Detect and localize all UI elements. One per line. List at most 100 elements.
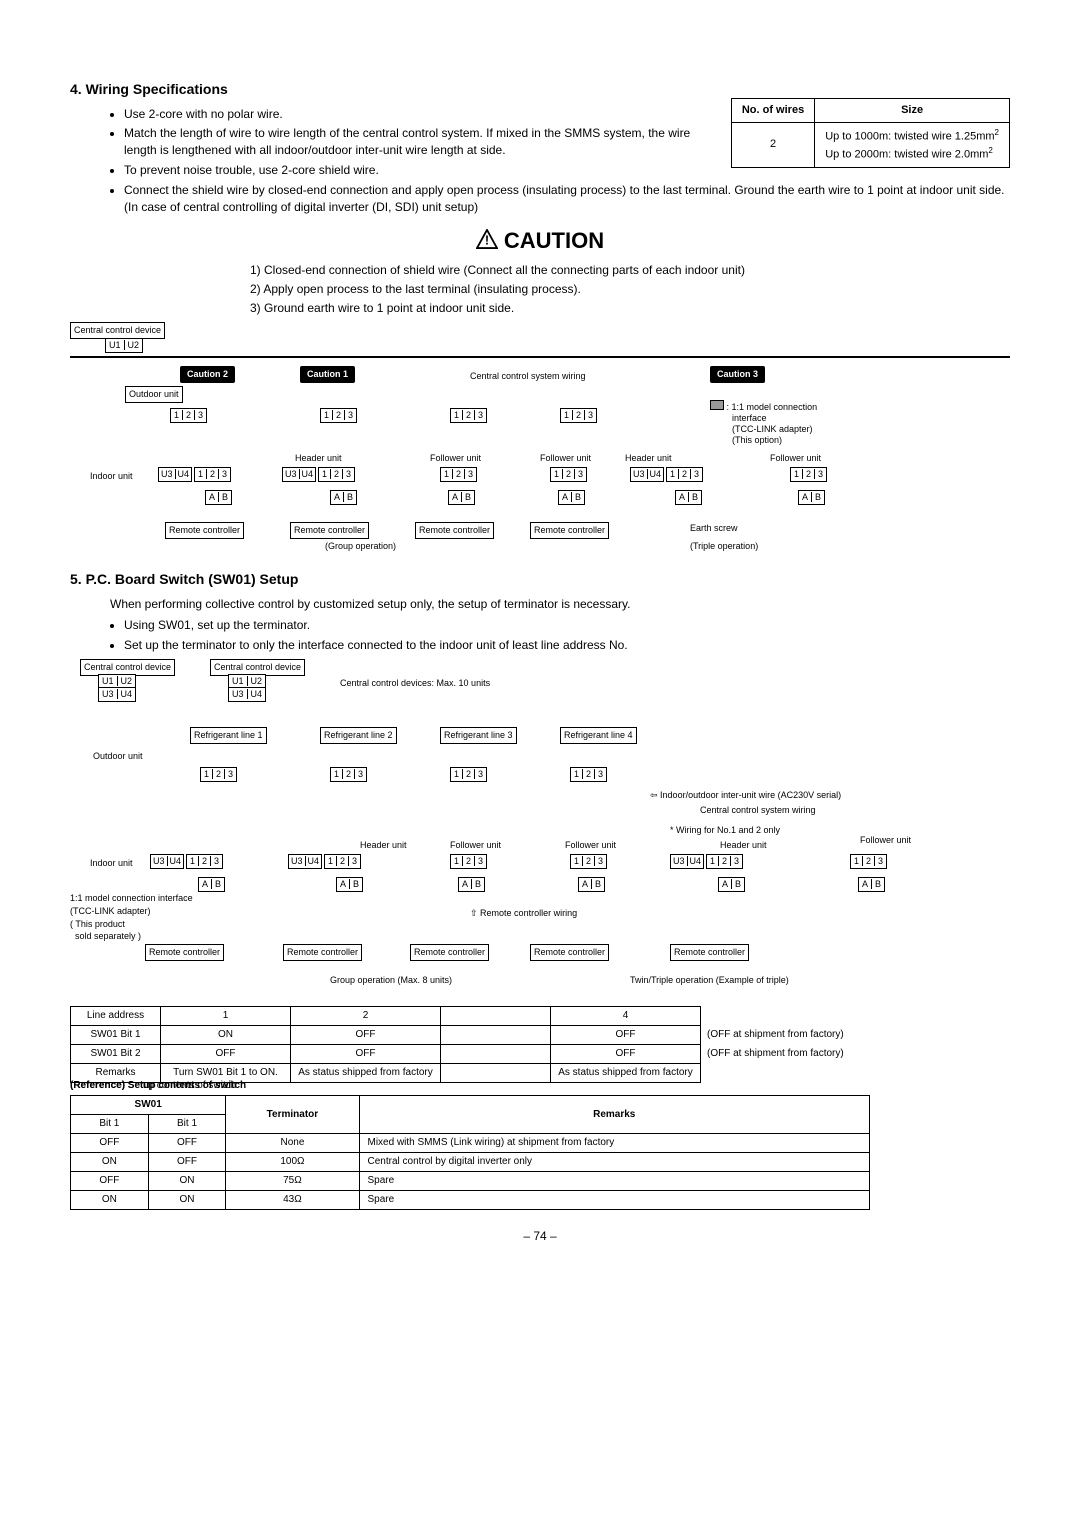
rl1: Refrigerant line 1: [190, 727, 267, 744]
reference-table: SW01 Terminator Remarks Bit 1 Bit 1 OFFO…: [70, 1095, 870, 1210]
hu2-2: Header unit: [720, 839, 767, 852]
rc2-3: Remote controller: [410, 944, 489, 961]
group-op2: Group operation (Max. 8 units): [330, 974, 452, 987]
rc-2: Remote controller: [290, 522, 369, 539]
follower-unit-2: Follower unit: [540, 452, 591, 465]
o123-1: 123: [200, 767, 237, 782]
i123-5: 123: [706, 854, 743, 869]
indoor2: Indoor unit: [90, 857, 133, 870]
u3u4-2: U3U4: [282, 467, 316, 482]
interunit-note: ⇦ Indoor/outdoor inter-unit wire (AC230V…: [650, 789, 841, 802]
caution-heading: ! CAUTION: [70, 226, 1010, 258]
ab2-5: AB: [718, 877, 745, 892]
la-r0: SW01 Bit 1ONOFFOFF(OFF at shipment from …: [71, 1026, 1010, 1045]
earth-screw: Earth screw: [690, 522, 738, 535]
s5-b2: Set up the terminator to only the interf…: [124, 637, 1010, 654]
rc2-4: Remote controller: [530, 944, 609, 961]
t123-i2: 123: [318, 467, 355, 482]
section5-bullets: Using SW01, set up the terminator. Set u…: [110, 617, 1010, 654]
rl3: Refrigerant line 3: [440, 727, 517, 744]
ref-r2: OFFON75ΩSpare: [71, 1172, 870, 1191]
ab-2: AB: [330, 490, 357, 505]
rc-1: Remote controller: [165, 522, 244, 539]
svg-text:!: !: [485, 233, 489, 248]
rc-3: Remote controller: [415, 522, 494, 539]
ref-r0: OFFOFFNoneMixed with SMMS (Link wiring) …: [71, 1134, 870, 1153]
ccs-wiring-lbl: Central control system wiring: [470, 370, 586, 383]
caution-item2: 2) Apply open process to the last termin…: [250, 281, 1010, 298]
caution1-badge: Caution 1: [300, 366, 355, 383]
o123-4: 123: [570, 767, 607, 782]
wire-size2: Up to 2000m: twisted wire 2.0mm: [825, 149, 988, 161]
wire-td-size: Up to 1000m: twisted wire 1.25mm2 Up to …: [815, 122, 1010, 167]
ab2-2: AB: [336, 877, 363, 892]
wire-size1: Up to 1000m: twisted wire 1.25mm: [825, 131, 994, 143]
fu2-2: Follower unit: [565, 839, 616, 852]
ab-6: AB: [798, 490, 825, 505]
header-unit-1: Header unit: [295, 452, 342, 465]
ab-4: AB: [558, 490, 585, 505]
ab-5: AB: [675, 490, 702, 505]
page-number: – 74 –: [70, 1228, 1010, 1245]
fu2-3: Follower unit: [860, 834, 911, 847]
max10: Central control devices: Max. 10 units: [340, 677, 490, 690]
s4-b4: Connect the shield wire by closed-end co…: [124, 182, 1010, 216]
hu2-1: Header unit: [360, 839, 407, 852]
i123-1: 123: [186, 854, 223, 869]
u1u2: U1U2: [105, 338, 143, 353]
outdoor2: Outdoor unit: [90, 749, 146, 764]
caution-item3: 3) Ground earth wire to 1 point at indoo…: [250, 300, 1010, 317]
outdoor-unit: Outdoor unit: [125, 386, 183, 403]
triple-op: (Triple operation): [690, 540, 758, 553]
wire-th-count: No. of wires: [731, 98, 814, 122]
rc2-2: Remote controller: [283, 944, 362, 961]
i123-3: 123: [450, 854, 487, 869]
i123-6: 123: [850, 854, 887, 869]
wiring-no12: * Wiring for No.1 and 2 only: [670, 824, 780, 837]
wire-size-table: No. of wires Size 2 Up to 1000m: twisted…: [731, 98, 1010, 168]
caution-list: 1) Closed-end connection of shield wire …: [250, 262, 1010, 316]
la-h0: Line address: [71, 1007, 161, 1026]
ab-1: AB: [205, 490, 232, 505]
caution2-badge: Caution 2: [180, 366, 235, 383]
ab2-6: AB: [858, 877, 885, 892]
ref-r3: ONON43ΩSpare: [71, 1191, 870, 1210]
section5-intro: When performing collective control by cu…: [110, 596, 1010, 613]
t123-1: 123: [170, 408, 207, 423]
la-h2: 2: [291, 1007, 441, 1026]
i123-2: 123: [324, 854, 361, 869]
ref-sh-b1: Bit 1: [71, 1115, 149, 1134]
t123-3: 123: [450, 408, 487, 423]
ccd-box: Central control device: [70, 322, 165, 339]
t123-i4: 123: [550, 467, 587, 482]
t123-i6: 123: [790, 467, 827, 482]
follower-unit-1: Follower unit: [430, 452, 481, 465]
t123-i3: 123: [440, 467, 477, 482]
la-h3: [441, 1007, 551, 1026]
rc2-1: Remote controller: [145, 944, 224, 961]
iu34-1: U3U4: [150, 854, 184, 869]
i123-4: 123: [570, 854, 607, 869]
u3u4-3: U3U4: [630, 467, 664, 482]
iu34-2: U3U4: [288, 854, 322, 869]
caution3-badge: Caution 3: [710, 366, 765, 383]
wire-td-count: 2: [731, 122, 814, 167]
la-r1: SW01 Bit 2OFFOFFOFF(OFF at shipment from…: [71, 1045, 1010, 1064]
u34-2: U3U4: [228, 687, 266, 702]
la-h4: 4: [551, 1007, 701, 1026]
t123-2: 123: [320, 408, 357, 423]
la-h1: 1: [161, 1007, 291, 1026]
rc2-5: Remote controller: [670, 944, 749, 961]
note-l4: (This option): [732, 434, 782, 447]
twin-triple: Twin/Triple operation (Example of triple…: [630, 974, 789, 987]
follower-unit-3: Follower unit: [770, 452, 821, 465]
fu2-1: Follower unit: [450, 839, 501, 852]
ref-h-rem: Remarks: [359, 1096, 870, 1134]
indoor-unit-lbl: Indoor unit: [90, 470, 133, 483]
caution-label: CAUTION: [504, 228, 604, 253]
wire-th-size: Size: [815, 98, 1010, 122]
ccs-wiring2: Central control system wiring: [700, 804, 816, 817]
ref-h-term: Terminator: [226, 1096, 359, 1134]
u34-1: U3U4: [98, 687, 136, 702]
o123-2: 123: [330, 767, 367, 782]
